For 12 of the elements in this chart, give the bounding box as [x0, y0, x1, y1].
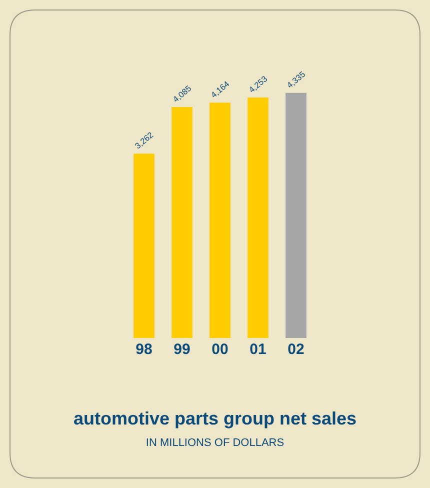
x-tick-label: 99	[174, 341, 190, 358]
bar	[210, 102, 230, 338]
x-tick-label: 98	[136, 341, 152, 358]
x-tick-label: 01	[250, 341, 266, 358]
bar	[172, 107, 192, 338]
bar	[286, 92, 306, 338]
bar	[248, 98, 268, 338]
x-tick-label: 02	[288, 341, 304, 358]
bar	[134, 154, 154, 338]
text: automotive parts group net sales	[73, 408, 357, 429]
text: IN MILLIONS OF DOLLARS	[146, 437, 284, 450]
x-tick-label: 00	[212, 341, 228, 358]
